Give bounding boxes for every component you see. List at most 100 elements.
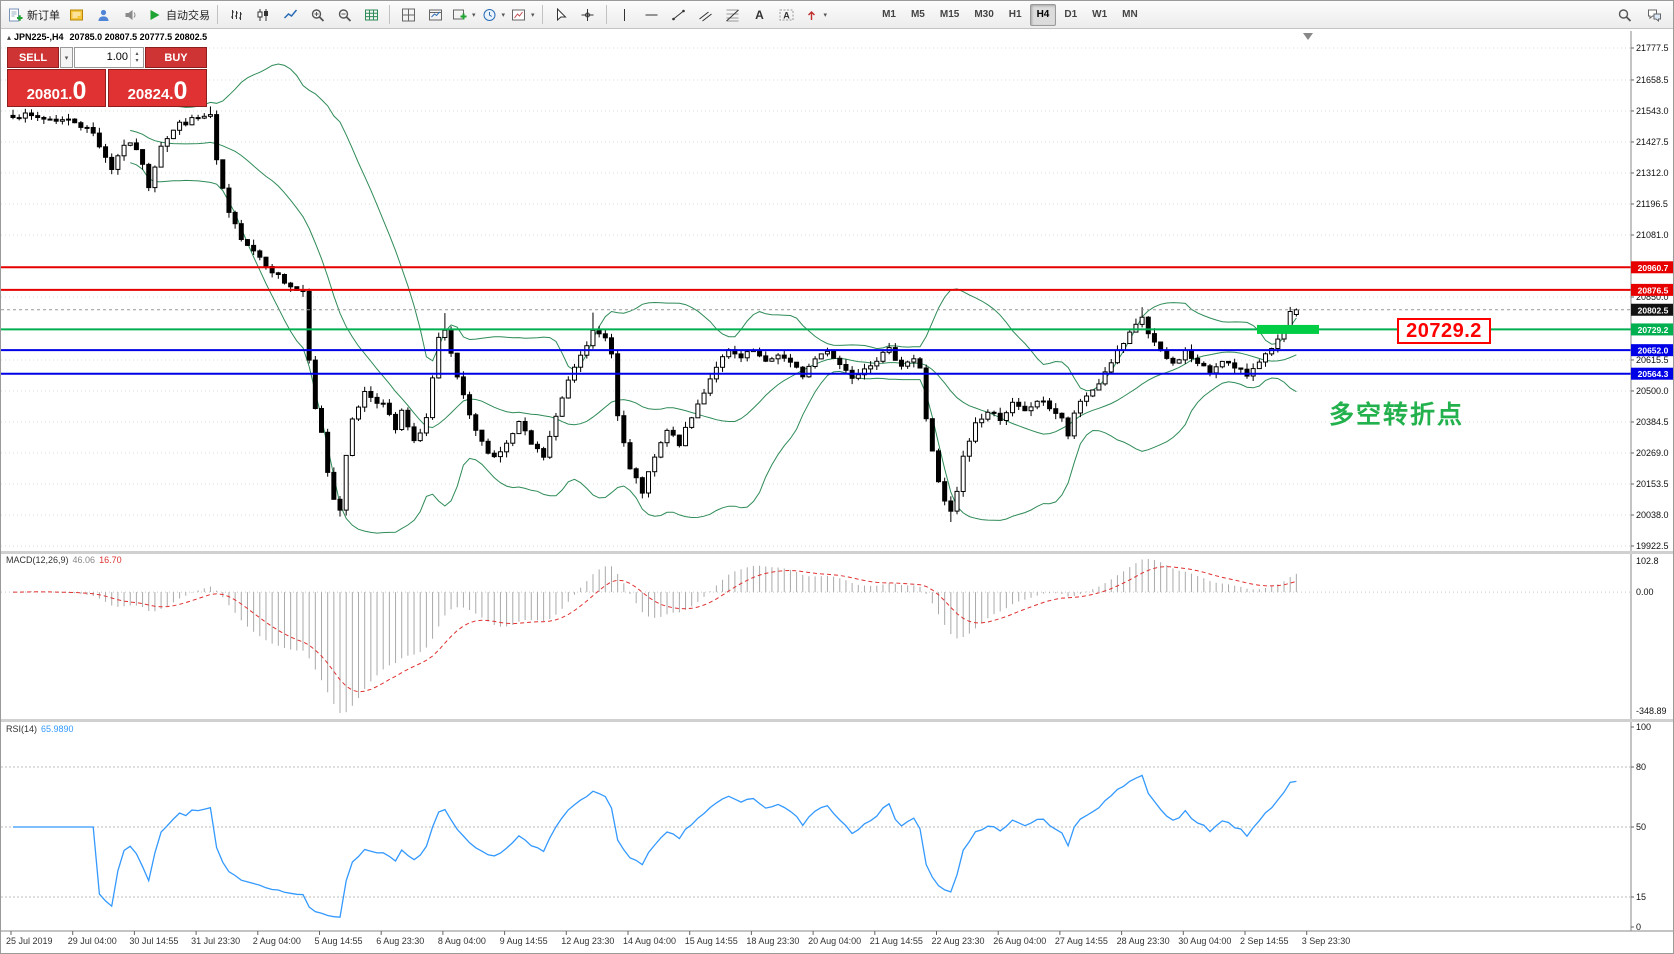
timeframe-m5[interactable]: M5 — [910, 9, 925, 20]
search-icon — [1618, 8, 1631, 22]
template-icon — [512, 9, 526, 20]
horizontal-level-lines[interactable] — [1, 266, 1631, 375]
level-highlight-segment[interactable] — [1257, 324, 1319, 334]
chevron-down-icon: ▾ — [64, 54, 69, 62]
market-watch-button[interactable] — [63, 4, 89, 26]
time-axis-label: 2 Sep 14:55 — [1240, 936, 1289, 946]
autotrading-button[interactable]: 自动交易 — [144, 4, 212, 26]
text-label-icon: A — [779, 9, 794, 20]
search-button[interactable] — [1611, 4, 1637, 26]
clock-icon — [483, 8, 496, 21]
svg-text:A: A — [755, 8, 764, 22]
chat-button[interactable] — [1641, 4, 1667, 26]
chart-expand-icon[interactable]: ▴ — [7, 33, 12, 42]
trendline-tool[interactable] — [666, 4, 692, 26]
price-axis: 21777.5 21658.5 21543.0 21427.5 21312.0 21196… — [1630, 31, 1673, 931]
add-indicator-button[interactable]: ▾ — [449, 4, 478, 26]
horizontal-line-tool[interactable] — [639, 4, 665, 26]
price-tick-label: 21081.0 — [1636, 230, 1669, 240]
price-tick-label: 20615.5 — [1636, 355, 1669, 365]
grid-button[interactable] — [358, 4, 384, 26]
chat-icon — [1647, 9, 1661, 22]
time-axis-label: 12 Aug 23:30 — [561, 936, 614, 946]
zoom-in-button[interactable] — [304, 4, 330, 26]
panel-separators[interactable] — [1, 551, 1674, 722]
timeframe-m30[interactable]: M30 — [974, 9, 994, 20]
candlestick-icon — [257, 8, 268, 21]
vertical-line-icon — [624, 8, 626, 21]
buy-price-box[interactable]: 20824. 0 — [108, 69, 207, 107]
time-axis-label: 27 Aug 14:55 — [1055, 936, 1108, 946]
cursor-button[interactable] — [548, 4, 574, 26]
price-tick-label: 20038.0 — [1636, 510, 1669, 520]
volume-stepper[interactable]: ▴ ▾ — [130, 48, 143, 67]
macd-axis-zero: 0.00 — [1636, 587, 1654, 597]
vertical-line-tool[interactable] — [612, 4, 638, 26]
sell-price-box[interactable]: 20801. 0 — [7, 69, 106, 107]
tile-windows-icon — [401, 8, 415, 21]
price-tick-label: 21196.5 — [1636, 199, 1668, 209]
time-axis-label: 21 Aug 14:55 — [870, 936, 923, 946]
price-target-annotation[interactable]: 20729.2 — [1397, 318, 1491, 344]
chart-shift-marker[interactable] — [1303, 33, 1313, 40]
timeframe-d1[interactable]: D1 — [1064, 9, 1078, 20]
time-axis: 25 Jul 2019 29 Jul 04:00 30 Jul 14:55 31 Ju… — [1, 930, 1673, 946]
zoom-out-icon — [338, 8, 351, 22]
navigator-button[interactable] — [90, 4, 116, 26]
chevron-down-icon: ▾ — [472, 11, 476, 19]
svg-text:20652.0: 20652.0 — [1638, 346, 1669, 356]
time-axis-label: 25 Jul 2019 — [6, 936, 53, 946]
symbol-info-bar: ▴ JPN225-,H4 20785.0 20807.5 20777.5 20802… — [7, 32, 207, 42]
turning-point-annotation[interactable]: 多空转折点 — [1329, 401, 1465, 429]
channel-tool[interactable] — [693, 4, 719, 26]
time-axis-label: 14 Aug 04:00 — [623, 936, 676, 946]
price-tick-label: 21658.5 — [1636, 75, 1669, 85]
price-tick-label: 19922.5 — [1636, 541, 1669, 551]
navigator-icon — [98, 9, 108, 21]
tile-windows-button[interactable] — [395, 4, 421, 26]
timeframe-w1[interactable]: W1 — [1092, 9, 1108, 20]
time-axis-label: 26 Aug 04:00 — [993, 936, 1046, 946]
label-tool[interactable]: A — [774, 4, 800, 26]
timeframe-h1[interactable]: H1 — [1008, 9, 1022, 20]
crosshair-button[interactable] — [575, 4, 601, 26]
timeframe-m1[interactable]: M1 — [882, 9, 896, 20]
buy-button[interactable]: BUY — [145, 47, 207, 68]
chart-window-button[interactable] — [422, 4, 448, 26]
arrows-tool[interactable]: ▾ — [801, 4, 830, 26]
order-settings-dropdown[interactable]: ▾ — [60, 47, 73, 68]
chart-candles-button[interactable] — [250, 4, 276, 26]
chart-line-button[interactable] — [277, 4, 303, 26]
text-tool[interactable]: A — [747, 4, 773, 26]
toolbar-separator — [217, 5, 218, 24]
panel-separator[interactable] — [1, 551, 1674, 554]
templates-button[interactable]: ▾ — [508, 4, 537, 26]
price-tick-label: 20384.5 — [1636, 417, 1669, 427]
new-order-button[interactable]: 新订单 — [5, 4, 62, 26]
terminal-button[interactable] — [117, 4, 143, 26]
sell-button[interactable]: SELL — [7, 47, 59, 68]
time-axis-label: 18 Aug 23:30 — [746, 936, 799, 946]
candlestick-series — [10, 106, 1299, 522]
price-tick-label: 20850.0 — [1636, 292, 1669, 302]
svg-text:20876.5: 20876.5 — [1638, 285, 1669, 295]
chevron-down-icon: ▾ — [823, 11, 828, 19]
step-down-icon: ▾ — [135, 57, 139, 64]
periods-button[interactable]: ▾ — [479, 4, 508, 26]
timeframe-mn[interactable]: MN — [1122, 9, 1138, 20]
sell-price-pips: 0 — [72, 77, 87, 105]
chart-bars-button[interactable] — [223, 4, 249, 26]
macd-panel: 102.8 0.00 -348.89 — [1, 556, 1667, 716]
time-axis-label: 29 Jul 04:00 — [68, 936, 117, 946]
zoom-out-button[interactable] — [331, 4, 357, 26]
trendline-icon — [672, 9, 685, 20]
rsi-axis-label: 0 — [1636, 922, 1641, 932]
toolbar-separator — [541, 5, 543, 24]
fibonacci-tool[interactable] — [720, 4, 746, 26]
volume-input[interactable]: 1.00 — [106, 51, 128, 63]
panel-separator[interactable] — [1, 719, 1674, 722]
price-gridlines — [1, 47, 1631, 547]
timeframe-m15[interactable]: M15 — [939, 9, 960, 20]
timeframe-h4[interactable]: H4 — [1029, 3, 1057, 26]
